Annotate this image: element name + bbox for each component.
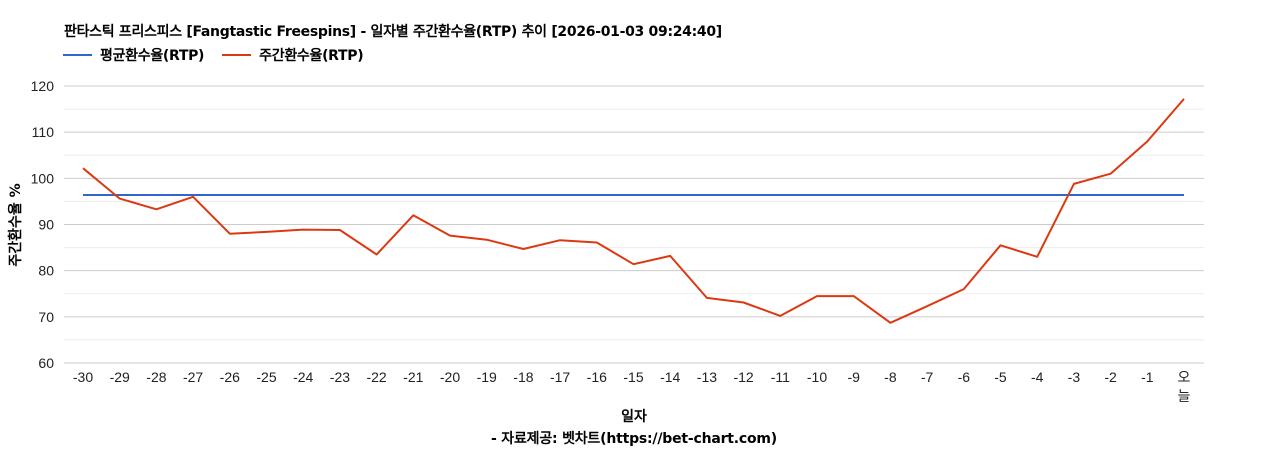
x-tick-label: -20: [440, 369, 460, 385]
x-tick-label: -11: [771, 369, 790, 385]
legend-item-average-rtp[interactable]: 평균환수율(RTP): [63, 45, 204, 65]
x-tick-label: -5: [994, 369, 1007, 385]
legend: 평균환수율(RTP) 주간환수율(RTP): [63, 45, 381, 65]
legend-label: 주간환수율(RTP): [259, 48, 364, 64]
x-tick-label: -8: [884, 369, 897, 385]
x-tick-label: -12: [733, 369, 753, 385]
weekly-rtp-line[interactable]: [82, 98, 1185, 324]
y-tick-label: 70: [38, 309, 54, 325]
x-axis-title: 일자: [621, 409, 647, 425]
x-tick-label: -30: [73, 369, 93, 385]
y-tick-label: 120: [31, 78, 55, 94]
x-tick-label: -4: [1031, 369, 1044, 385]
x-tick-label: -2: [1104, 369, 1117, 385]
y-axis-ticks: 60 70 80 90 100 110 120: [31, 78, 55, 371]
x-axis-ticks: -30 -29 -28 -27 -26 -25 -24 -23 -22 -21 -20 -19 -18 -…: [73, 369, 1191, 405]
x-tick-label: -21: [403, 369, 423, 385]
x-tick-label: -18: [513, 369, 533, 385]
x-tick-label: -6: [958, 369, 971, 385]
x-tick-label: -3: [1068, 369, 1081, 385]
y-tick-label: 80: [38, 263, 54, 279]
legend-label: 평균환수율(RTP): [100, 48, 205, 64]
x-tick-label: -16: [587, 369, 607, 385]
x-tick-label: -24: [293, 369, 313, 385]
x-tick-label: -26: [220, 369, 240, 385]
gridlines: [64, 85, 1204, 364]
legend-swatch-red-icon: [222, 54, 252, 56]
x-tick-label: -17: [550, 369, 570, 385]
y-tick-label: 100: [31, 170, 55, 186]
x-tick-label: -28: [146, 369, 166, 385]
chart-title: 판타스틱 프리스피스 [Fangtastic Freespins] - 일자별 …: [64, 24, 722, 40]
x-tick-label: 늘: [1178, 389, 1191, 405]
y-axis-title: 주간환수율 %: [7, 183, 24, 266]
x-tick-label: -22: [366, 369, 386, 385]
x-tick-label: -14: [660, 369, 680, 385]
data-source-credit: - 자료제공: 벳차트(https://bet-chart.com): [491, 431, 777, 447]
series-lines: [82, 98, 1185, 324]
legend-swatch-blue-icon: [63, 54, 92, 56]
x-tick-label: -13: [697, 369, 717, 385]
x-tick-label: -23: [330, 369, 350, 385]
x-tick-label: -15: [623, 369, 643, 385]
x-tick-label: -10: [807, 369, 827, 385]
x-tick-label: -25: [256, 369, 276, 385]
y-tick-label: 90: [38, 217, 54, 233]
x-tick-label: -1: [1141, 369, 1154, 385]
y-tick-label: 110: [32, 124, 55, 140]
x-tick-label: -9: [847, 369, 860, 385]
y-tick-label: 60: [38, 355, 54, 371]
x-tick-label: -29: [110, 369, 130, 385]
x-tick-label: 오: [1178, 370, 1191, 386]
x-tick-label: -19: [477, 369, 497, 385]
x-tick-label: -7: [921, 369, 934, 385]
x-tick-label: -27: [183, 369, 203, 385]
legend-item-weekly-rtp[interactable]: 주간환수율(RTP): [222, 45, 364, 65]
